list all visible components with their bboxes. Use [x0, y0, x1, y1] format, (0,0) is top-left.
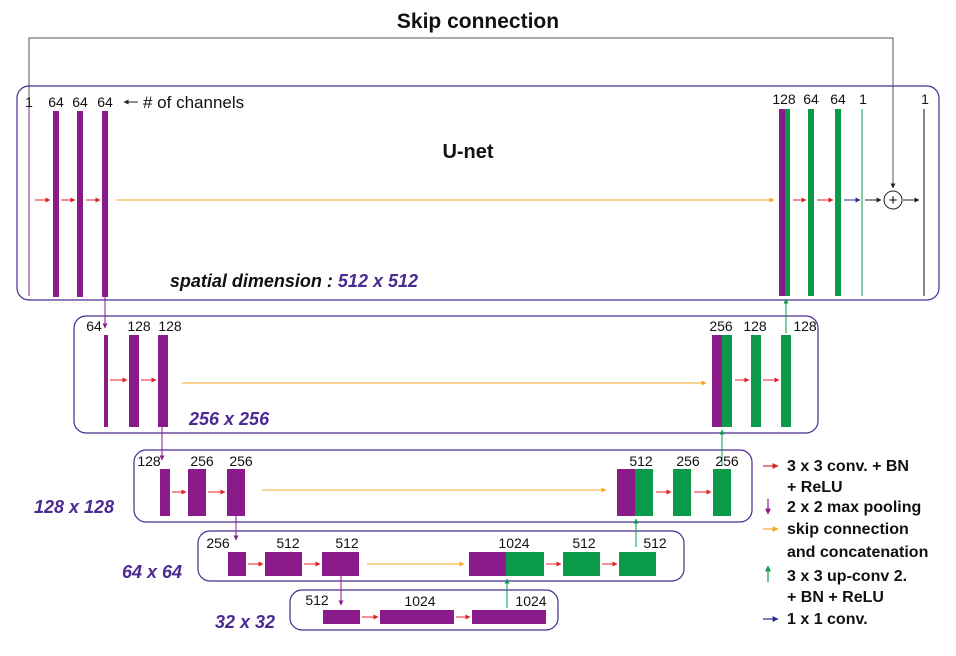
dimension-value: 512 x 512	[338, 271, 418, 291]
feature-map-l1-concat-encoder	[779, 109, 785, 296]
legend: 3 x 3 conv. + BN + ReLU 2 x 2 max poolin…	[763, 458, 928, 628]
level-box-64	[197, 530, 685, 582]
channel-label: 64	[97, 94, 113, 110]
legend-skip-text: skip connection	[787, 521, 909, 538]
feature-map-l1-e2	[77, 111, 83, 297]
feature-map-l1-e3	[102, 111, 108, 297]
network-name: U-net	[442, 141, 493, 163]
feature-map-l2-e1	[104, 335, 108, 427]
feature-map-l3-e3	[227, 469, 245, 516]
feature-map-l1-e1	[53, 111, 59, 297]
add-operation-node	[883, 190, 903, 210]
feature-map-l2-concat-decoder	[722, 335, 732, 427]
channel-label: 128	[793, 318, 817, 334]
channel-label: 512	[335, 535, 359, 551]
feature-map-l2-concat-encoder	[712, 335, 722, 427]
plus-symbol: +	[889, 192, 898, 209]
feature-map-l5-e2	[380, 610, 454, 624]
channel-label: 256	[709, 318, 733, 334]
channel-label: 1	[25, 94, 33, 110]
channel-label: 128	[137, 453, 161, 469]
feature-map-l4-concat-encoder	[469, 552, 506, 576]
dimension-label-256: 256 x 256	[188, 409, 270, 429]
dimension-label-32: 32 x 32	[215, 612, 275, 632]
dimension-label-512: spatial dimension : 512 x 512	[170, 271, 418, 291]
channel-label: 64	[48, 94, 64, 110]
feature-map-l2-e3	[158, 335, 168, 427]
legend-pool-text: 2 x 2 max pooling	[787, 499, 921, 516]
feature-map-l3-d3	[713, 469, 731, 516]
channel-label: 256	[190, 453, 214, 469]
feature-map-l3-concat-decoder	[635, 469, 653, 516]
channels-hint: # of channels	[143, 93, 244, 112]
feature-map-l2-e2	[129, 335, 139, 427]
channel-label: 512	[629, 453, 653, 469]
feature-map-l2-d2	[751, 335, 761, 427]
level-box-512	[16, 85, 940, 301]
channel-label: 512	[276, 535, 300, 551]
feature-map-l4-e2	[265, 552, 302, 576]
channel-label: 1024	[515, 593, 546, 609]
channel-label: 1	[859, 91, 867, 107]
feature-map-l2-d3	[781, 335, 791, 427]
feature-map-l5-e1	[323, 610, 360, 624]
feature-map-l4-concat-decoder	[506, 552, 544, 576]
feature-map-l4-e3	[322, 552, 359, 576]
level-box-256	[73, 315, 819, 434]
channel-label: 256	[715, 453, 739, 469]
channel-label: 1	[921, 91, 929, 107]
legend-upconv-text: 3 x 3 up-conv 2.	[787, 568, 907, 585]
dimension-label-128: 128 x 128	[34, 497, 114, 517]
dimension-label-64: 64 x 64	[122, 562, 182, 582]
channel-label: 512	[643, 535, 667, 551]
legend-conv-text: 3 x 3 conv. + BN	[787, 458, 909, 475]
channel-label: 128	[743, 318, 767, 334]
feature-map-l1-d3	[835, 109, 841, 296]
legend-conv-text: + ReLU	[787, 479, 843, 496]
dimension-prefix: spatial dimension :	[170, 271, 338, 291]
feature-map-l4-d2	[563, 552, 600, 576]
outer-skip-connection	[28, 37, 896, 189]
channel-label: 64	[86, 318, 102, 334]
channel-label: 128	[127, 318, 151, 334]
channel-label: 256	[206, 535, 230, 551]
legend-skip-text: and concatenation	[787, 544, 928, 561]
feature-map-l3-e2	[188, 469, 206, 516]
channel-label: 64	[72, 94, 88, 110]
channel-label: 128	[158, 318, 182, 334]
feature-map-l5-e3	[472, 610, 546, 624]
feature-map-l1-concat-decoder	[785, 109, 790, 296]
channel-label: 1024	[404, 593, 435, 609]
diagram-title: Skip connection	[397, 10, 559, 33]
channel-label: 128	[772, 91, 796, 107]
feature-map-l4-d3	[619, 552, 656, 576]
channel-label: 64	[803, 91, 819, 107]
legend-conv1x1-text: 1 x 1 conv.	[787, 611, 868, 628]
feature-map-l3-concat-encoder	[617, 469, 635, 516]
feature-map-l3-d2	[673, 469, 691, 516]
level-box-32	[289, 589, 559, 631]
channel-label: 256	[676, 453, 700, 469]
feature-map-l4-e1	[228, 552, 246, 576]
feature-map-l3-e1	[160, 469, 170, 516]
channel-label: 1024	[498, 535, 529, 551]
channel-label: 64	[830, 91, 846, 107]
channel-label: 512	[572, 535, 596, 551]
channel-label: 256	[229, 453, 253, 469]
level-box-128	[133, 449, 753, 523]
legend-upconv-text: + BN + ReLU	[787, 589, 884, 606]
channel-label: 512	[305, 592, 329, 608]
feature-map-l1-d2	[808, 109, 814, 296]
